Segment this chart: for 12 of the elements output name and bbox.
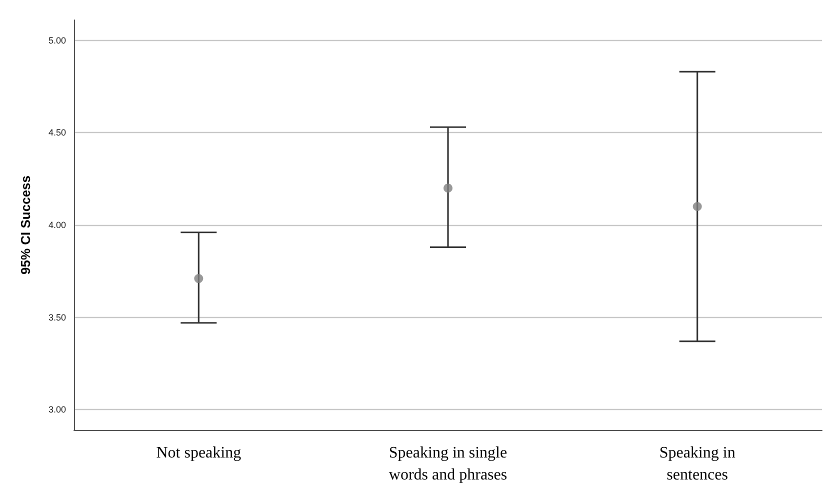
- y-tick-label: 4.00: [48, 220, 66, 230]
- y-tick-label: 3.00: [48, 404, 66, 415]
- x-tick-label: Speaking in sentences: [659, 444, 736, 484]
- y-tick-label: 3.50: [48, 312, 66, 322]
- x-tick-label: Not speaking: [156, 444, 242, 462]
- x-tick-label: Speaking in single words and phrases: [388, 444, 508, 484]
- point: [692, 202, 702, 212]
- y-axis-title: 95% CI Success: [18, 175, 33, 275]
- y-tick-label: 4.50: [48, 128, 66, 138]
- point: [194, 274, 204, 284]
- point: [444, 184, 452, 193]
- y-tick-label: 5.00: [48, 35, 66, 46]
